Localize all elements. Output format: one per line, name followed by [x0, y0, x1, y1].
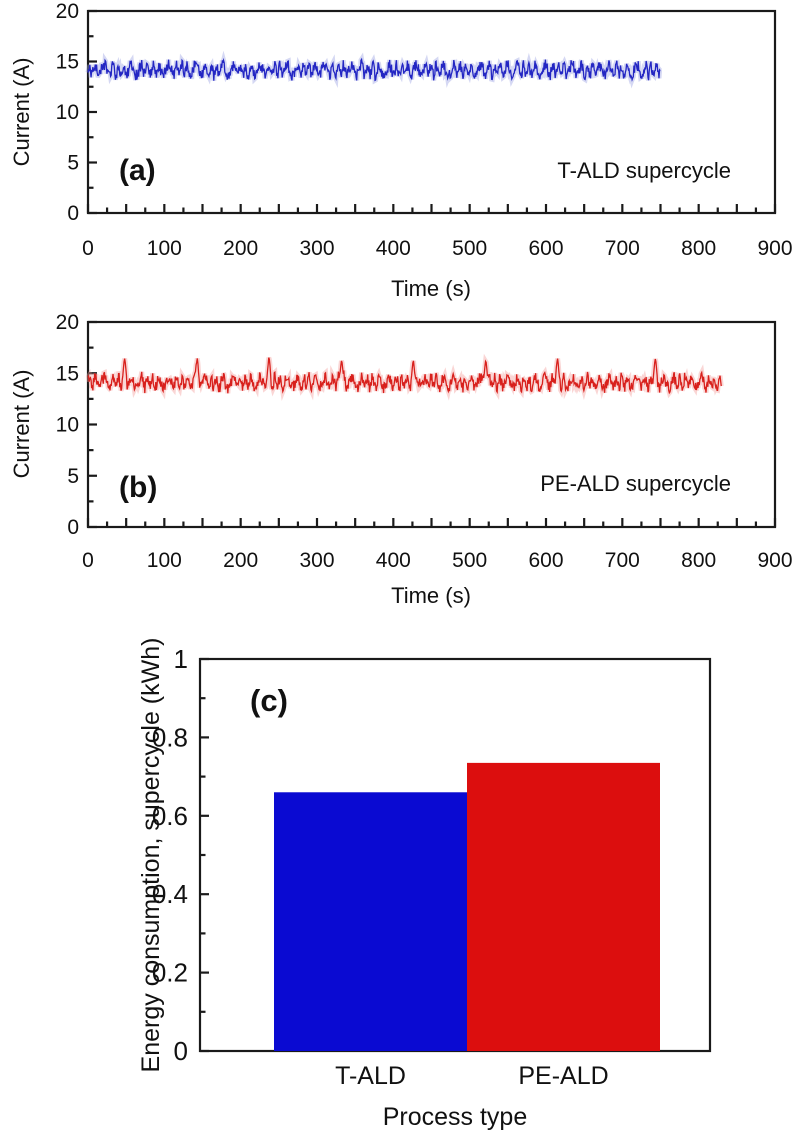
y-tick-label: 0.2 [152, 958, 188, 988]
y-tick-label: 10 [56, 414, 79, 437]
y-tick-label: 0 [174, 1036, 188, 1066]
y-tick-label: 0 [67, 202, 79, 225]
x-tick-label: 800 [681, 549, 716, 572]
x-tick-label: 700 [605, 237, 640, 260]
x-tick-label: 500 [452, 237, 487, 260]
x-tick-label: 200 [223, 549, 258, 572]
x-tick-label: 800 [681, 237, 716, 260]
x-tick-label: 600 [528, 549, 563, 572]
y-tick-label: 1 [174, 644, 188, 674]
panel-a-y-axis-label: Current (A) [9, 58, 34, 167]
t-ald-current-trace [87, 57, 661, 82]
bar-category-label: T-ALD [335, 1062, 406, 1090]
y-tick-label: 0.4 [152, 879, 188, 909]
panel-a-label: (a) [119, 154, 156, 187]
y-tick-label: 0 [67, 516, 79, 539]
panel-b-y-axis-label: Current (A) [9, 370, 34, 479]
x-tick-label: 700 [605, 549, 640, 572]
x-tick-label: 0 [82, 549, 94, 572]
panel-c-y-axis-label: Energy consumption, supercycle (kWh) [137, 638, 165, 1073]
panel-b-annotation: PE-ALD supercycle [540, 471, 731, 496]
x-tick-label: 200 [223, 237, 258, 260]
y-tick-label: 5 [67, 465, 79, 488]
x-tick-label: 900 [757, 237, 792, 260]
x-tick-label: 300 [299, 549, 334, 572]
panel-c-label: (c) [250, 683, 288, 718]
bar-category-label: PE-ALD [518, 1062, 608, 1090]
panel-b-trace-group [85, 353, 724, 401]
plot-frame [86, 320, 777, 529]
panel-b-x-axis-label: Time (s) [391, 583, 471, 608]
y-tick-label: 0.6 [152, 801, 188, 831]
panel-c-x-axis-label: Process type [383, 1103, 528, 1131]
y-tick-label: 15 [56, 362, 79, 385]
x-tick-label: 400 [376, 237, 411, 260]
panel-a-trace-group [85, 50, 663, 89]
y-tick-label: 10 [56, 101, 79, 124]
x-tick-label: 600 [528, 237, 563, 260]
x-tick-label: 0 [82, 237, 94, 260]
panel-a-x-axis-label: Time (s) [391, 276, 471, 301]
y-tick-label: 20 [56, 0, 79, 23]
panel-c-bars-group: T-ALD PE-ALD [274, 762, 660, 1090]
x-tick-label: 300 [299, 237, 334, 260]
x-tick-label: 100 [147, 237, 182, 260]
panel-a-annotation: T-ALD supercycle [557, 158, 731, 183]
x-tick-label: 500 [452, 549, 487, 572]
pe-ald-bar [467, 762, 660, 1051]
x-tick-label: 900 [757, 549, 792, 572]
t-ald-bar [274, 792, 467, 1051]
y-tick-label: 15 [56, 51, 79, 74]
y-tick-label: 0.8 [152, 722, 188, 752]
panel-b-label: (b) [119, 471, 157, 504]
y-tick-label: 20 [56, 311, 79, 334]
panel-c-energy-bar-chart: 0 0.2 0.4 0.6 0.8 1 T-ALD PE-ALD Energy consum… [137, 638, 712, 1131]
panel-c-axes: 0 0.2 0.4 0.6 0.8 1 [152, 644, 712, 1066]
x-tick-label: 100 [147, 549, 182, 572]
x-tick-label: 400 [376, 549, 411, 572]
y-tick-label: 5 [67, 152, 79, 175]
pe-ald-current-trace [87, 357, 722, 395]
